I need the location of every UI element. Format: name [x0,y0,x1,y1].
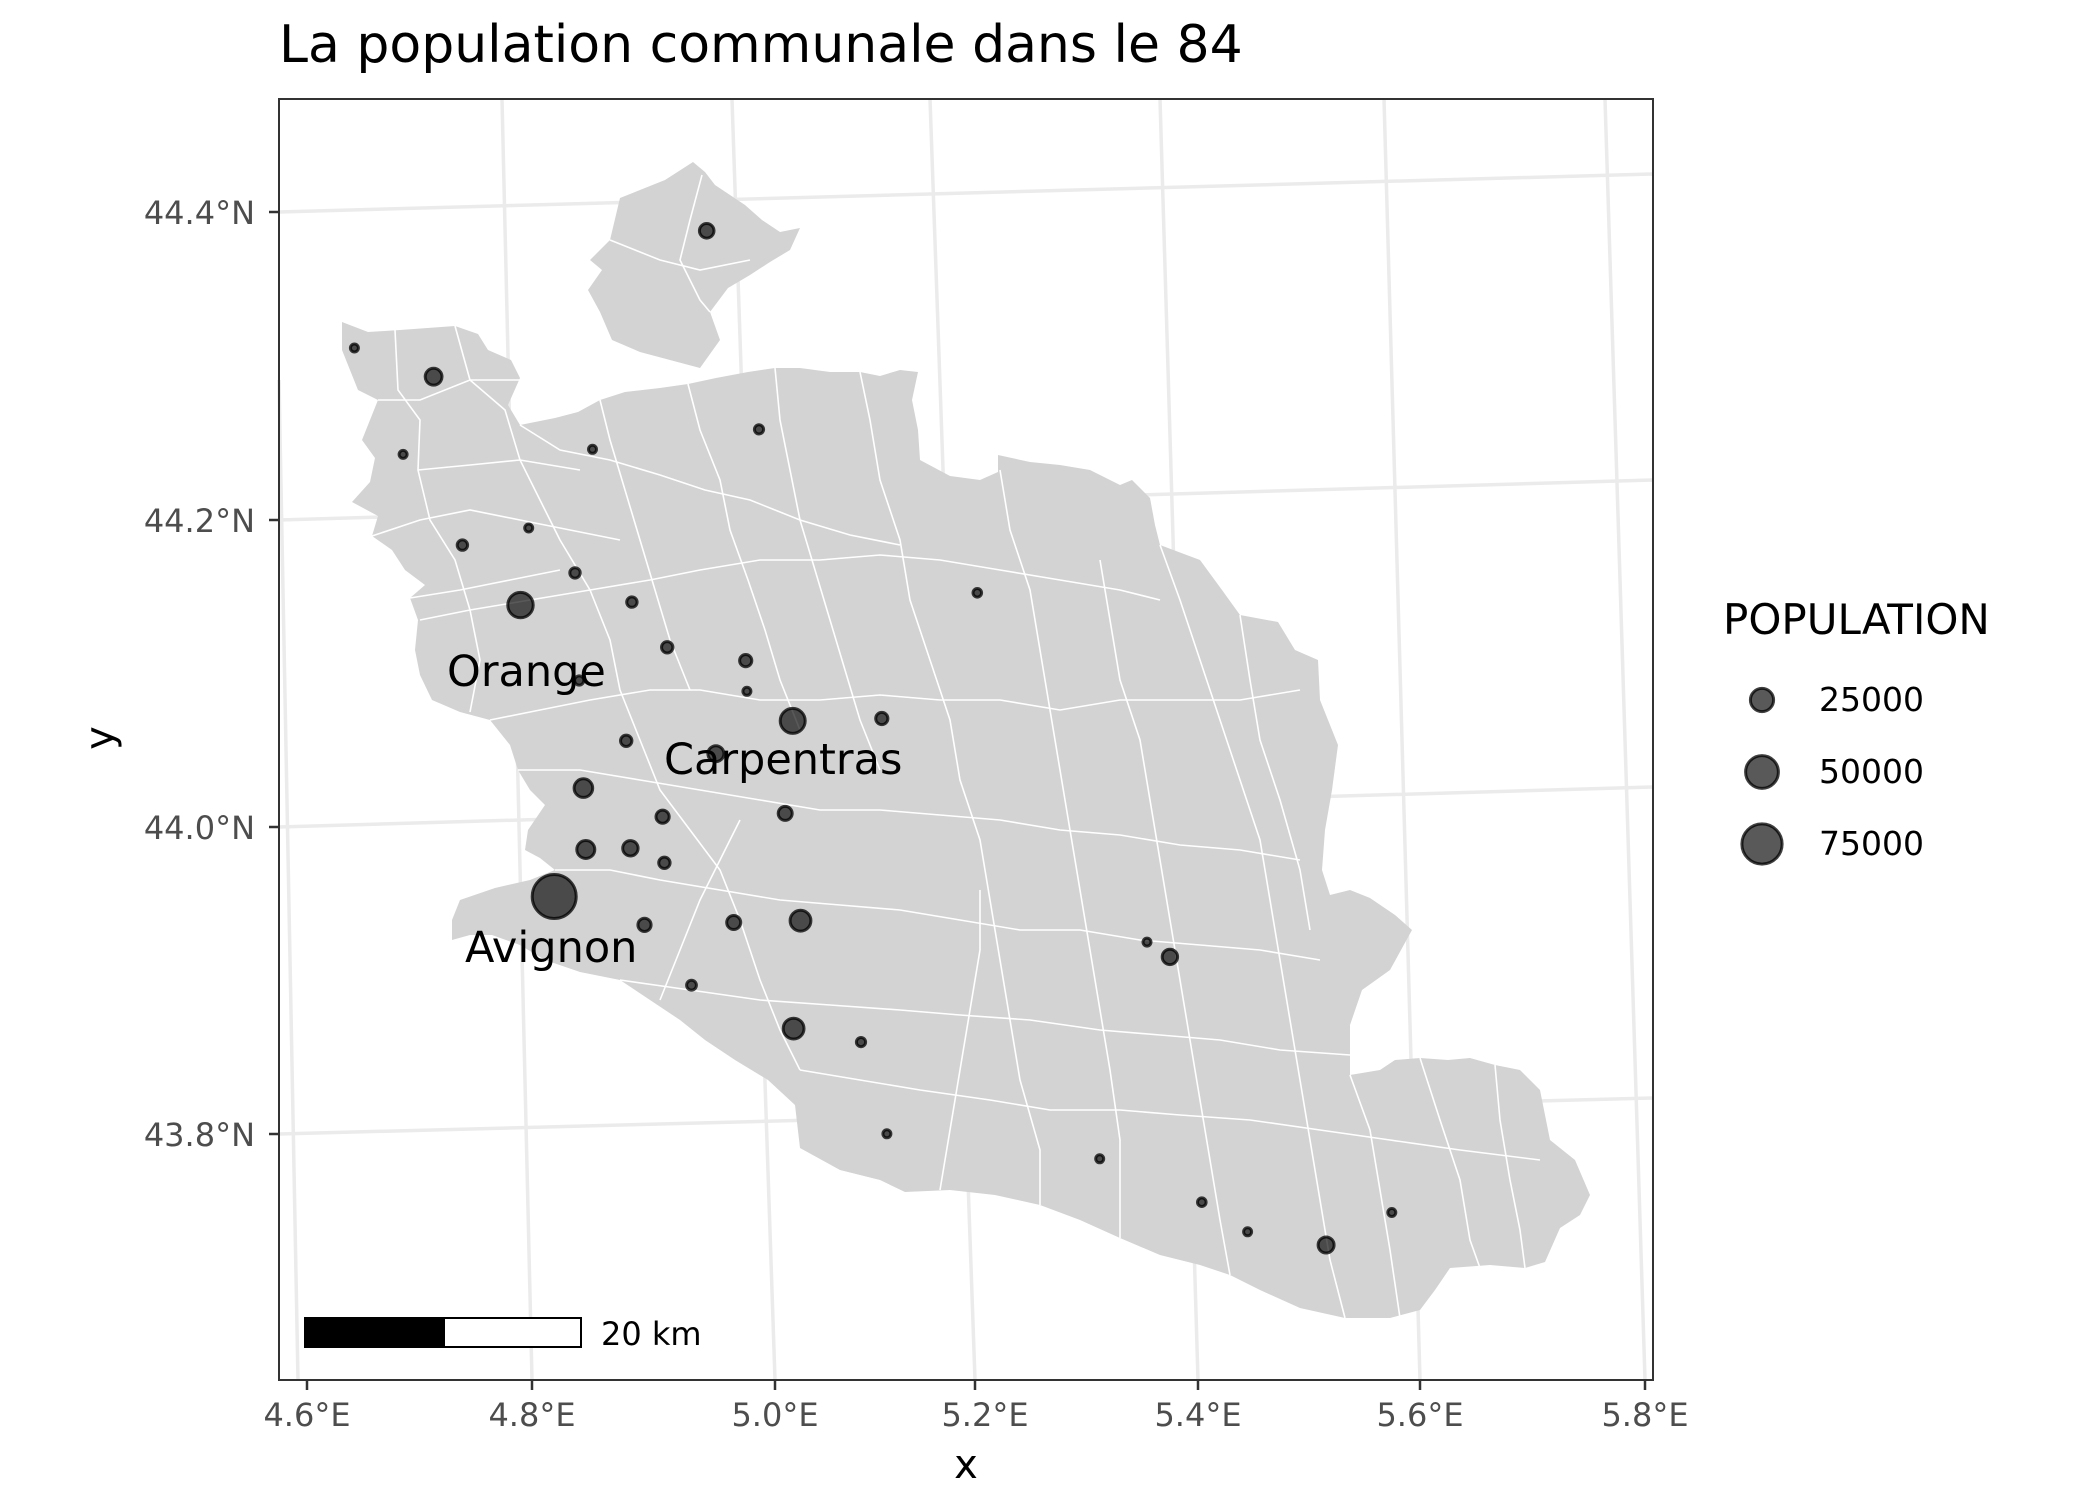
x-axis: 4.6°E 4.8°E 5.0°E 5.2°E 5.4°E 5.6°E 5.8°… [263,1380,1689,1488]
population-point [874,710,890,727]
scale-bar-label: 20 km [601,1315,702,1353]
population-point [506,590,535,620]
population-point [741,685,753,697]
population-point [587,443,598,455]
x-tick-label: 5.4°E [1154,1396,1241,1434]
y-tick-label: 44.2°N [144,502,255,540]
population-point [348,342,360,354]
population-point [572,777,595,799]
scale-bar-black-segment [304,1317,445,1348]
population-point [573,674,586,687]
population-point [636,916,653,934]
population-point [575,839,597,860]
population-point [1242,1226,1254,1238]
city-label-carpentras: Carpentras [664,735,902,785]
legend-key-50000 [1744,754,1780,790]
x-tick-label: 5.2°E [941,1396,1028,1434]
legend-title: POPULATION [1723,595,1990,644]
y-tick-label: 43.8°N [144,1116,255,1154]
y-axis-title: y [77,726,123,750]
legend-label-25000: 25000 [1819,680,1924,719]
parallel-44-4 [278,172,1654,214]
x-tick-label: 4.6°E [263,1396,350,1434]
population-point [423,366,444,387]
population-point [568,566,582,580]
city-label-orange: Orange [447,647,606,697]
population-point [1316,1235,1336,1255]
population-point [971,587,984,599]
y-axis: 44.4°N 44.2°N 44.0°N 43.8°N y [77,194,279,1154]
population-point [738,653,754,669]
scale-bar-white-segment [443,1317,582,1348]
department-shape [342,162,1590,1318]
x-tick-label: 5.8°E [1601,1396,1688,1434]
population-point [725,914,743,931]
y-tick-label: 44.4°N [144,194,255,232]
population-point [523,522,535,534]
x-tick-label: 5.6°E [1376,1396,1463,1434]
x-tick-label: 5.0°E [731,1396,818,1434]
meridian-4-6 [277,379,300,1381]
meridian-5-8 [1603,98,1647,1381]
population-point [778,706,807,735]
department-north-enclave [588,162,800,368]
population-point [1141,936,1153,948]
x-axis-title: x [954,1442,978,1488]
city-label-avignon: Avignon [465,923,637,973]
population-point [397,448,409,460]
population-point [657,855,672,870]
legend-key-25000 [1748,686,1776,714]
population-point [1386,1207,1398,1218]
population-points [348,222,1398,1255]
population-point [706,744,726,764]
legend-label-75000: 75000 [1819,824,1924,863]
population-point [752,423,766,436]
population-point [1196,1196,1208,1208]
scale-bar: 20 km [304,1315,702,1353]
population-point [621,839,640,858]
department-main-area [342,322,1590,1318]
population-point [530,873,578,920]
population-point [455,538,470,552]
population-point [781,1016,806,1041]
population-point [854,1036,868,1049]
population-point [1160,947,1180,967]
legend-key-75000 [1740,822,1784,866]
panel-border [278,98,1654,1381]
population-point [619,733,634,748]
commune-boundaries [371,174,1541,1319]
population-point [625,595,639,609]
population-point [685,978,698,992]
population-point [660,640,675,655]
city-labels: Orange Carpentras Avignon [447,647,902,973]
legend-label-50000: 50000 [1819,752,1924,791]
population-point [654,808,671,825]
population-point [881,1128,893,1140]
y-tick-label: 44.0°N [144,809,255,847]
population-point [788,908,813,933]
population-point [697,222,716,240]
plot-title: La population communale dans le 84 [279,15,1243,75]
legend-keys [1740,686,1784,866]
x-tick-label: 4.8°E [488,1396,575,1434]
population-point [1094,1153,1106,1165]
legend: POPULATION 25000 50000 75000 [1723,595,1990,866]
population-point [776,804,794,822]
